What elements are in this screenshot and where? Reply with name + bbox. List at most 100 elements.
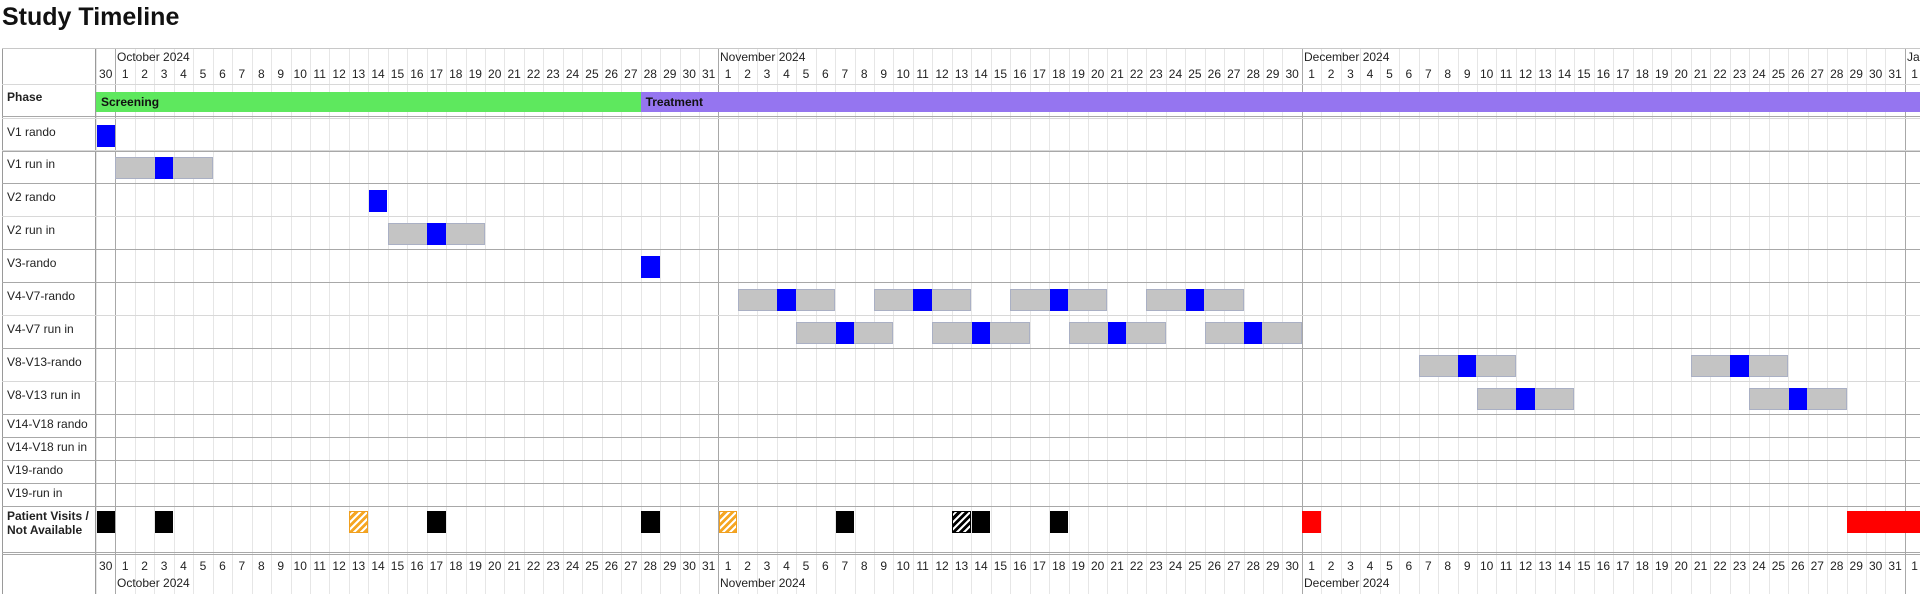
day-label-top: 12: [332, 67, 346, 81]
day-label-top: 30: [1285, 67, 1299, 81]
phase-row-label: Phase: [7, 90, 43, 104]
day-gridline: [504, 48, 505, 594]
day-label-top: 4: [180, 67, 187, 81]
day-label-bottom: 11: [916, 559, 929, 573]
day-label-bottom: 13: [351, 559, 366, 573]
day-gridline: [1769, 48, 1770, 594]
day-label-bottom: 16: [1013, 559, 1027, 573]
day-gridline: [466, 48, 467, 594]
day-gridline: [1360, 48, 1361, 594]
phase-bar-treatment: Treatment: [640, 92, 1920, 112]
day-label-top: 6: [219, 67, 226, 81]
day-label-top: 28: [1246, 67, 1260, 81]
day-gridline: [1885, 48, 1886, 594]
day-gridline: [1069, 48, 1070, 594]
day-gridline: [1263, 48, 1264, 594]
row-label: Patient Visits / Not Available: [7, 509, 89, 537]
day-label-bottom: 6: [219, 559, 226, 573]
day-label-bottom: 6: [1405, 559, 1413, 573]
day-gridline: [874, 48, 875, 594]
row-group-divider: [2, 282, 1920, 283]
day-label-bottom: 21: [507, 559, 521, 573]
day-label-bottom: 17: [1616, 559, 1630, 573]
day-label-bottom: 5: [199, 559, 207, 573]
day-gridline: [1205, 48, 1206, 594]
month-label-top: October 2024: [117, 50, 190, 64]
day-label-bottom: 26: [1207, 559, 1222, 573]
day-label-bottom: 31: [1888, 559, 1902, 573]
row-group-divider: [2, 483, 1920, 484]
day-label-bottom: 29: [1849, 559, 1863, 573]
day-gridline: [1010, 48, 1011, 594]
day-gridline: [660, 48, 661, 594]
day-label-top: 27: [1227, 67, 1241, 81]
month-label-bottom: October 2024: [117, 576, 190, 590]
visit-marker: [1049, 289, 1068, 311]
day-label-bottom: 2: [744, 559, 751, 573]
day-label-top: 25: [1188, 67, 1202, 81]
day-gridline: [1808, 48, 1809, 594]
day-gridline: [855, 48, 856, 594]
row-label: V3-rando: [7, 256, 57, 270]
not-available-marker: [1302, 511, 1321, 533]
day-gridline: [1866, 48, 1867, 594]
row-divider: [2, 118, 1920, 119]
day-label-bottom: 9: [1463, 559, 1471, 573]
day-label-bottom: 23: [546, 559, 560, 573]
day-label-bottom: 9: [277, 559, 285, 573]
day-label-bottom: 7: [1424, 559, 1432, 573]
day-label-top: 24: [1752, 67, 1766, 81]
day-label-bottom: 29: [1266, 559, 1280, 573]
day-label-top: 7: [1424, 67, 1432, 81]
patient-visit-marker: [1049, 511, 1068, 533]
day-label-top: 19: [468, 67, 482, 81]
day-label-top: 9: [880, 67, 888, 81]
row-divider: [2, 84, 1920, 85]
day-label-top: 30: [682, 67, 696, 81]
visit-marker: [1458, 355, 1477, 377]
day-gridline: [602, 48, 603, 594]
day-label-top: 2: [141, 67, 148, 81]
day-label-top: 1: [724, 67, 732, 81]
day-label-bottom: 5: [802, 559, 810, 573]
day-gridline: [1652, 48, 1653, 594]
day-label-bottom: 4: [1366, 559, 1374, 573]
day-label-bottom: 31: [701, 559, 716, 573]
row-label: V19-rando: [7, 463, 64, 477]
row-label: V1 rando: [7, 125, 56, 139]
day-gridline: [699, 48, 700, 594]
day-label-top: 7: [841, 67, 849, 81]
day-label-bottom: 22: [1713, 559, 1727, 573]
day-label-bottom: 30: [682, 559, 696, 573]
day-label-top: 3: [763, 67, 771, 81]
row-label: V19-run in: [7, 486, 63, 500]
day-gridline: [1380, 48, 1381, 594]
day-label-top: 24: [565, 67, 580, 81]
not-available-marker: [1847, 511, 1920, 533]
day-label-bottom: 1: [724, 559, 732, 573]
day-label-top: 16: [1013, 67, 1027, 81]
day-gridline: [1788, 48, 1789, 594]
day-label-top: 12: [1518, 67, 1533, 81]
row-label: V2 rando: [7, 190, 56, 204]
patient-visit-marker: [96, 511, 115, 533]
day-label-top: 23: [546, 67, 560, 81]
day-label-top: 25: [1771, 67, 1786, 81]
day-gridline: [1710, 48, 1711, 594]
visit-marker: [368, 190, 388, 212]
day-gridline: [1496, 48, 1497, 594]
day-label-top: 12: [935, 67, 949, 81]
row-group-divider: [2, 249, 1920, 250]
month-label-top: Ja: [1907, 50, 1920, 64]
row-group-divider: [2, 348, 1920, 349]
day-label-bottom: 30: [99, 559, 113, 573]
day-label-top: 13: [1538, 67, 1552, 81]
day-label-top: 16: [1596, 67, 1611, 81]
day-gridline: [1516, 48, 1517, 594]
visit-marker: [1185, 289, 1205, 311]
day-label-bottom: 22: [1129, 559, 1144, 573]
day-label-bottom: 2: [1327, 559, 1335, 573]
month-divider: [115, 48, 116, 594]
day-gridline: [1127, 48, 1128, 594]
day-label-top: 19: [1655, 67, 1669, 81]
